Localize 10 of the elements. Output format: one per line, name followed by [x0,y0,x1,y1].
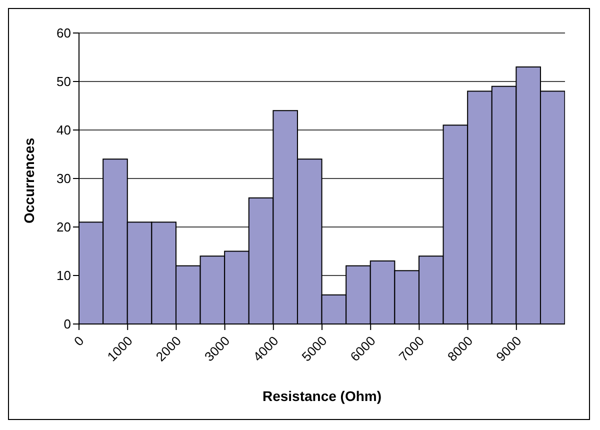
y-tick-label: 20 [56,220,71,235]
y-tick-label: 0 [64,316,71,332]
y-tick-label: 30 [56,171,71,186]
x-tick-label: 0 [71,333,87,349]
y-tick-label: 40 [56,122,71,138]
y-tick-label: 60 [56,26,71,41]
y-tick-label: 10 [56,268,71,284]
y-axis-title: Occurrences [20,138,37,224]
y-tick-label: 50 [56,74,71,90]
x-axis-title: Resistance (Ohm) [262,388,382,404]
